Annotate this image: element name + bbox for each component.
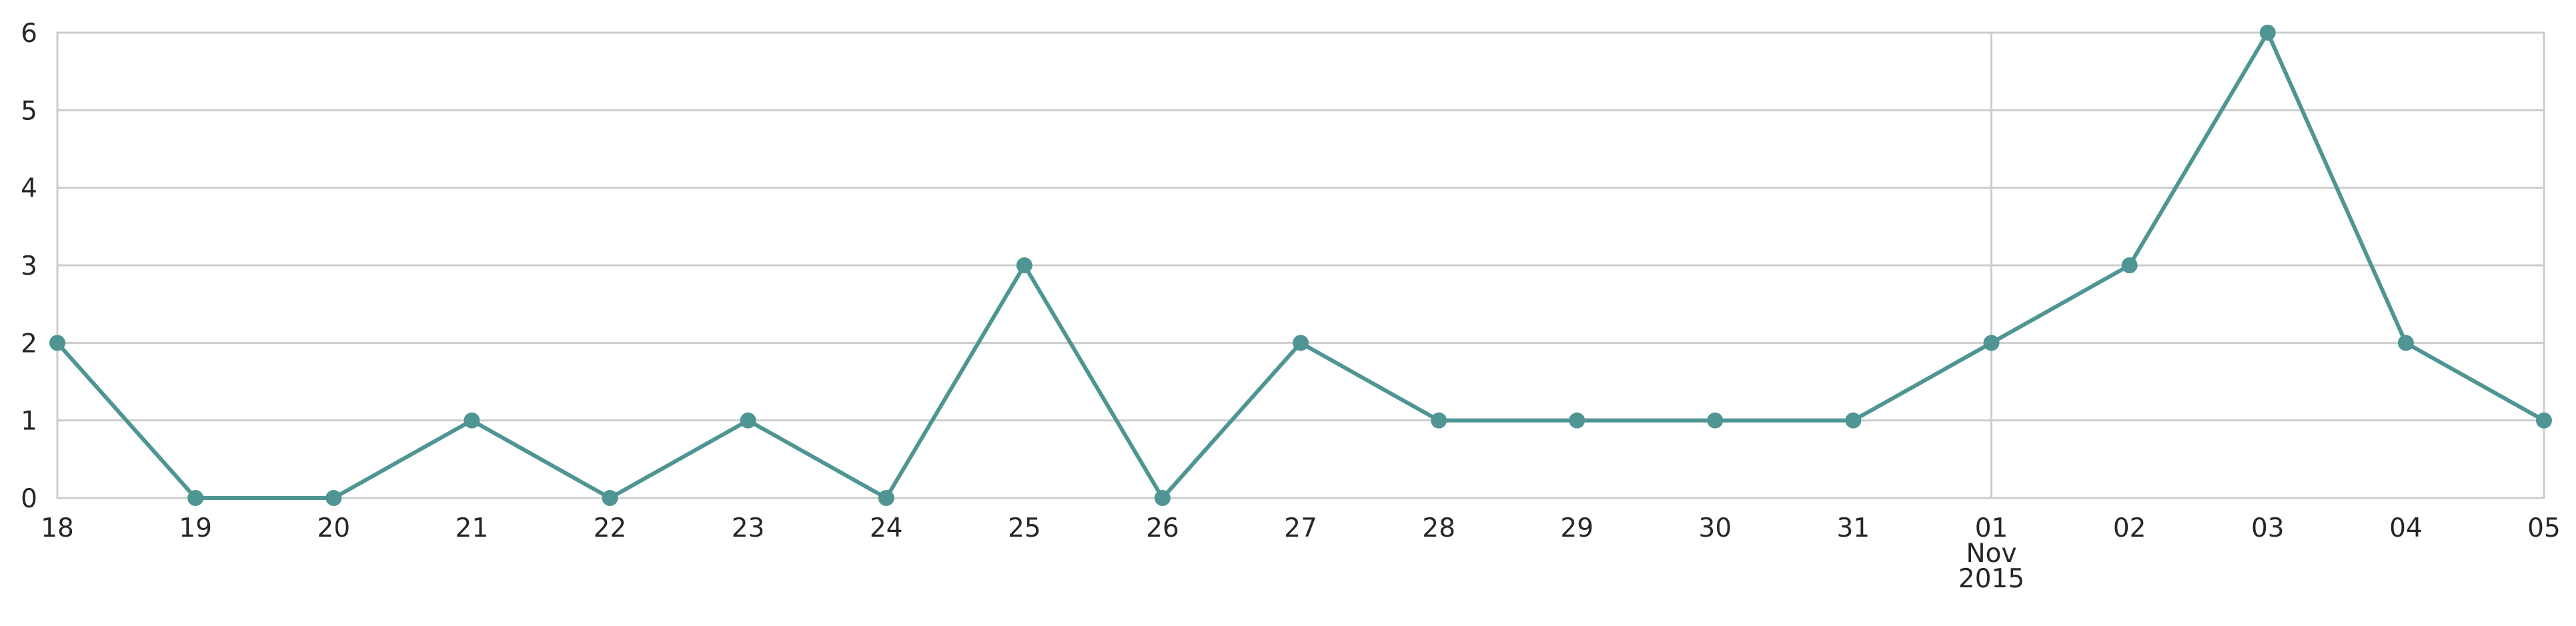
data-point — [49, 335, 65, 351]
x-tick-label-line: 18 — [41, 513, 74, 543]
y-tick-label: 2 — [21, 329, 37, 359]
data-point — [740, 412, 756, 429]
data-point — [1016, 257, 1033, 273]
x-tick-label-line: 31 — [1837, 513, 1870, 543]
x-tick-label: 05 — [2527, 513, 2561, 543]
x-tick-label: 29 — [1560, 513, 1593, 543]
x-tick-label-line: 05 — [2527, 513, 2561, 543]
x-tick-label-line: 23 — [732, 513, 765, 543]
data-point — [1154, 490, 1171, 506]
x-tick-label: 02 — [2113, 513, 2146, 543]
x-tick-label-line: Nov — [1966, 539, 2016, 569]
x-tick-label: 24 — [870, 513, 903, 543]
x-tick-label-line: 01 — [1975, 513, 2008, 543]
x-axis: 18 19 20 21 22 23 24 25 26 27 28 29 30 31 01 Nov 2015 02 0… — [41, 513, 2561, 594]
x-tick-label-line: 30 — [1699, 513, 1732, 543]
data-point — [1983, 335, 2000, 351]
x-tick-label: 31 — [1837, 513, 1870, 543]
plot-frame — [56, 31, 2545, 499]
y-tick-label: 0 — [21, 484, 37, 514]
x-tick-label-line: 20 — [317, 513, 350, 543]
x-tick-label-line: 2015 — [1958, 564, 2024, 594]
data-point — [602, 490, 618, 506]
x-tick-label-line: 27 — [1284, 513, 1317, 543]
x-tick-label-line: 04 — [2389, 513, 2423, 543]
x-tick-label-line: 29 — [1560, 513, 1593, 543]
x-tick-label-line: 22 — [594, 513, 627, 543]
y-tick-label: 3 — [21, 251, 37, 281]
x-tick-label: 01 Nov 2015 — [1958, 513, 2024, 594]
data-point — [464, 412, 480, 429]
x-tick-label-line: 26 — [1146, 513, 1179, 543]
data-point — [1569, 412, 1585, 429]
x-tick-label: 04 — [2389, 513, 2423, 543]
data-point — [1293, 335, 1309, 351]
x-tick-label: 28 — [1422, 513, 1455, 543]
x-tick-label-line: 19 — [179, 513, 212, 543]
y-tick-label: 5 — [21, 96, 37, 126]
data-point — [326, 490, 342, 506]
x-tick-label: 18 — [41, 513, 74, 543]
x-tick-label-line: 25 — [1008, 513, 1041, 543]
x-tick-label: 20 — [317, 513, 350, 543]
series-layer — [49, 25, 2552, 506]
x-tick-label: 26 — [1146, 513, 1179, 543]
data-point — [2121, 257, 2138, 273]
data-point — [1845, 412, 1862, 429]
x-tick-label: 19 — [179, 513, 212, 543]
data-point — [1431, 412, 1447, 429]
data-point — [1707, 412, 1724, 429]
y-tick-label: 1 — [21, 407, 37, 437]
x-tick-label: 23 — [732, 513, 765, 543]
x-tick-label: 30 — [1699, 513, 1732, 543]
data-point — [878, 490, 894, 506]
x-tick-label: 03 — [2251, 513, 2285, 543]
x-tick-label: 25 — [1008, 513, 1041, 543]
x-tick-label-line: 02 — [2113, 513, 2146, 543]
x-tick-label-line: 21 — [456, 513, 489, 543]
grid-layer — [57, 31, 2544, 499]
x-tick-label: 22 — [594, 513, 627, 543]
data-point — [2397, 335, 2414, 351]
data-point — [2259, 25, 2276, 41]
x-tick-label-line: 24 — [870, 513, 903, 543]
x-tick-label-line: 03 — [2251, 513, 2285, 543]
x-tick-label: 27 — [1284, 513, 1317, 543]
data-point — [187, 490, 204, 506]
x-tick-label: 21 — [456, 513, 489, 543]
y-tick-label: 4 — [21, 174, 37, 204]
data-point — [2536, 412, 2552, 429]
y-tick-label: 6 — [21, 19, 37, 49]
y-axis: 0 1 2 3 4 5 6 — [21, 19, 37, 514]
x-tick-label-line: 28 — [1422, 513, 1455, 543]
